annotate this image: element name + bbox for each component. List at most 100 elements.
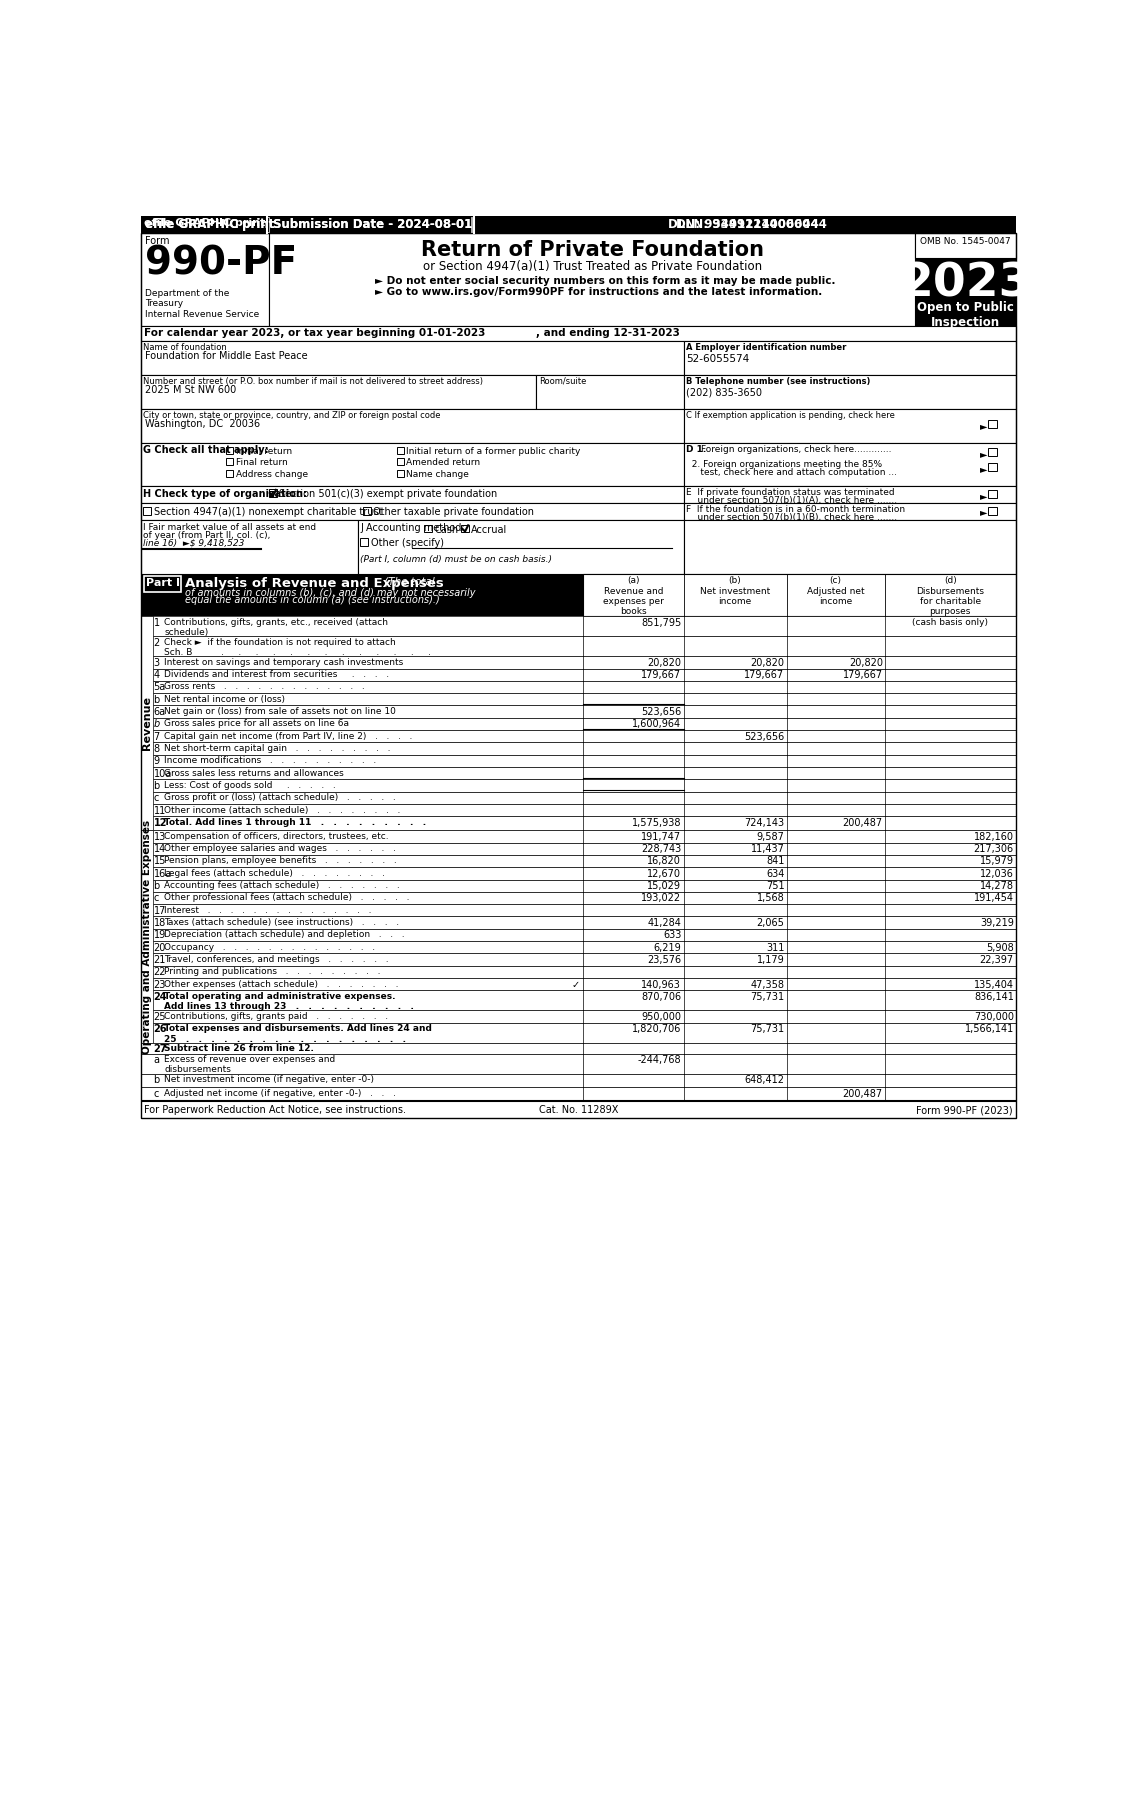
Bar [787,1023,885,1043]
Bar [471,216,472,232]
Bar [787,636,885,656]
Bar [141,656,1016,669]
Bar [141,1010,1016,1023]
Bar [397,446,404,453]
Text: 200,487: 200,487 [842,818,883,827]
Bar [141,520,358,574]
Bar [885,1088,1016,1100]
Text: Other (specify): Other (specify) [370,538,444,548]
Text: Taxes (attach schedule) (see instructions)   .   .   .   .: Taxes (attach schedule) (see instruction… [165,919,400,928]
Bar [787,879,885,892]
Bar [141,867,1016,879]
Bar [141,705,1016,717]
Text: or Section 4947(a)(1) Trust Treated as Private Foundation: or Section 4947(a)(1) Trust Treated as P… [422,261,762,273]
Bar [684,1054,787,1073]
Text: 1,179: 1,179 [756,955,785,966]
Text: C If exemption application is pending, check here: C If exemption application is pending, c… [686,410,895,419]
Text: For Paperwork Reduction Act Notice, see instructions.: For Paperwork Reduction Act Notice, see … [145,1106,406,1115]
Text: E  If private foundation status was terminated: E If private foundation status was termi… [686,489,894,498]
Text: 20,820: 20,820 [647,658,681,667]
Text: b: b [154,881,160,892]
Bar [141,892,1016,904]
Bar [583,1088,684,1100]
Text: Income modifications   .   .   .   .   .   .   .   .   .   .: Income modifications . . . . . . . . . . [165,757,377,766]
Bar [684,503,1016,520]
Text: 23,576: 23,576 [647,955,681,966]
Text: 24: 24 [154,992,167,1001]
Text: Foreign organizations, check here.............: Foreign organizations, check here.......… [701,446,891,455]
Text: Cat. No. 11289X: Cat. No. 11289X [539,1106,618,1115]
Bar [358,520,684,574]
Text: Interest on savings and temporary cash investments: Interest on savings and temporary cash i… [165,658,404,667]
Bar [684,717,787,730]
Bar [141,485,684,503]
Text: Less: Cost of goods sold     .   .   .   .   .: Less: Cost of goods sold . . . . . [165,780,336,789]
Text: 633: 633 [663,930,681,940]
Text: 25: 25 [154,1012,166,1021]
Text: Pension plans, employee benefits   .   .   .   .   .   .   .: Pension plans, employee benefits . . . .… [165,856,397,865]
Bar [787,717,885,730]
Text: under section 507(b)(1)(A), check here .......: under section 507(b)(1)(A), check here .… [686,496,898,505]
Text: 27: 27 [154,1045,167,1054]
Bar [141,617,152,831]
Text: c: c [154,894,159,903]
Bar [787,867,885,879]
Bar [227,469,234,476]
Text: 12,036: 12,036 [980,868,1014,879]
Text: 950,000: 950,000 [641,1012,681,1021]
Text: 13: 13 [154,832,166,841]
Bar [141,636,1016,656]
Text: Gross profit or (loss) (attach schedule)   .   .   .   .   .: Gross profit or (loss) (attach schedule)… [165,793,396,802]
Text: Foundation for Middle East Peace: Foundation for Middle East Peace [145,351,307,361]
Text: 9: 9 [154,757,159,766]
Bar [583,636,684,656]
Bar [787,617,885,636]
Text: 19: 19 [154,930,166,940]
Text: 724,143: 724,143 [744,818,785,827]
Bar [141,879,1016,892]
Bar [684,376,1016,408]
Bar [141,843,1016,854]
Bar [462,525,469,532]
Text: 12: 12 [154,818,167,827]
Text: 11: 11 [154,806,166,816]
Text: 193,022: 193,022 [641,894,681,903]
Bar [787,930,885,940]
Bar [787,953,885,966]
Text: line 16)  ►$ 9,418,523: line 16) ►$ 9,418,523 [143,538,245,547]
Text: J Accounting method:: J Accounting method: [360,523,465,532]
Text: Total expenses and disbursements. Add lines 24 and
25   .   .   .   .   .   .   : Total expenses and disbursements. Add li… [165,1025,432,1043]
Bar [787,940,885,953]
Text: ► Go to www.irs.gov/Form990PF for instructions and the latest information.: ► Go to www.irs.gov/Form990PF for instru… [375,288,822,297]
Bar [684,520,1016,574]
Text: 17: 17 [154,906,166,915]
Bar [425,525,431,532]
Bar [787,843,885,854]
Bar [141,854,1016,867]
Bar [988,419,997,428]
Text: Interest   .   .   .   .   .   .   .   .   .   .   .   .   .   .   .: Interest . . . . . . . . . . . . . . . [165,906,371,915]
Text: ✓: ✓ [572,980,580,991]
Text: 6a: 6a [154,707,166,717]
Text: Section 4947(a)(1) nonexempt charitable trust: Section 4947(a)(1) nonexempt charitable … [154,507,382,516]
Text: Initial return of a former public charity: Initial return of a former public charit… [406,446,580,455]
Bar [885,816,1016,831]
Text: 8: 8 [154,744,159,753]
Text: 52-6055574: 52-6055574 [686,354,750,363]
Text: Initial return: Initial return [236,446,291,455]
Text: 12,670: 12,670 [647,868,681,879]
Bar [885,617,1016,636]
Bar [362,507,370,514]
Text: 135,404: 135,404 [974,980,1014,989]
Text: 836,141: 836,141 [974,992,1014,1001]
Text: Other expenses (attach schedule)   .   .   .   .   .   .   .: Other expenses (attach schedule) . . . .… [165,980,399,989]
Bar [227,458,234,466]
Text: Room/suite: Room/suite [539,378,586,387]
Bar [684,694,787,705]
Text: Form: Form [145,236,169,246]
Text: 9,587: 9,587 [756,832,785,841]
Text: City or town, state or province, country, and ZIP or foreign postal code: City or town, state or province, country… [143,410,441,419]
Text: Net investment income (if negative, enter -0-): Net investment income (if negative, ente… [165,1075,375,1084]
Text: efile GRAPHIC print: efile GRAPHIC print [145,218,274,232]
Text: Net short-term capital gain   .   .   .   .   .   .   .   .   .: Net short-term capital gain . . . . . . … [165,744,391,753]
